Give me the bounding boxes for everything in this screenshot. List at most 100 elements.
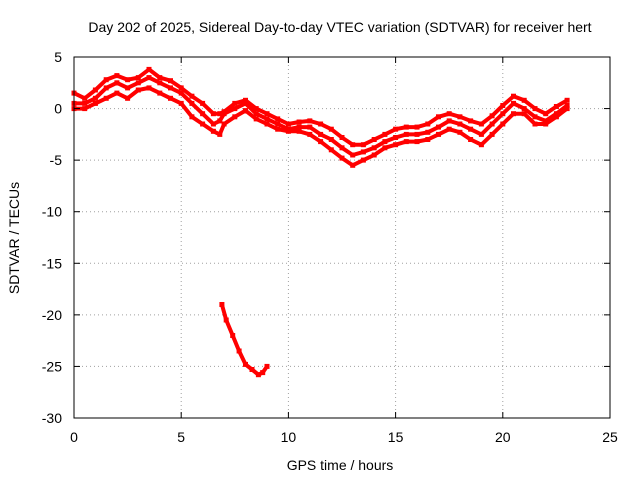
data-point xyxy=(521,111,527,117)
data-point xyxy=(82,95,88,101)
data-point xyxy=(478,131,484,137)
data-point xyxy=(543,118,549,124)
data-point xyxy=(92,87,98,93)
data-point xyxy=(478,142,484,148)
data-point xyxy=(275,116,281,122)
data-point xyxy=(403,124,409,130)
data-point xyxy=(339,145,345,151)
data-point xyxy=(553,114,559,120)
data-point xyxy=(489,121,495,127)
data-point xyxy=(135,80,141,86)
data-point xyxy=(264,116,270,122)
data-point xyxy=(553,104,559,109)
data-point xyxy=(307,124,313,130)
data-point xyxy=(436,114,441,120)
data-point xyxy=(125,95,131,101)
data-point xyxy=(275,121,281,127)
data-point xyxy=(307,131,313,137)
data-point xyxy=(468,126,474,132)
data-point xyxy=(125,77,131,83)
data-point xyxy=(382,131,388,137)
data-point xyxy=(285,128,291,134)
data-point xyxy=(146,66,152,72)
data-point xyxy=(157,75,163,81)
data-point xyxy=(532,114,538,120)
data-point xyxy=(436,131,441,137)
data-point xyxy=(264,121,270,127)
data-point xyxy=(457,129,463,135)
data-point xyxy=(318,139,324,145)
x-tick-label: 5 xyxy=(177,429,185,445)
data-point xyxy=(135,75,141,81)
data-point xyxy=(307,118,313,124)
data-point xyxy=(296,128,302,134)
y-tick-label: -5 xyxy=(50,152,63,168)
data-point xyxy=(339,155,345,161)
data-point xyxy=(393,142,399,148)
data-point xyxy=(532,121,538,127)
data-point xyxy=(243,97,248,103)
data-point xyxy=(217,131,223,137)
data-point xyxy=(264,111,270,117)
data-point xyxy=(564,106,570,112)
data-point xyxy=(446,111,452,117)
data-point xyxy=(221,121,227,127)
y-tick-label: 5 xyxy=(54,49,62,65)
data-point xyxy=(414,124,420,130)
data-point xyxy=(168,78,173,84)
data-point xyxy=(217,118,223,124)
data-point xyxy=(253,116,259,122)
series-line-band-lower xyxy=(72,85,570,168)
data-point xyxy=(178,85,184,91)
x-tick-label: 20 xyxy=(495,429,511,445)
data-point xyxy=(210,128,216,134)
data-point xyxy=(236,348,242,354)
data-point xyxy=(489,131,495,137)
data-point xyxy=(328,147,334,153)
data-point xyxy=(532,106,538,112)
data-point xyxy=(414,131,420,137)
data-point xyxy=(92,100,98,106)
data-point xyxy=(360,142,366,148)
data-point xyxy=(564,103,570,108)
series-layer xyxy=(71,66,570,378)
data-point xyxy=(178,100,184,106)
data-point xyxy=(468,137,474,142)
data-point xyxy=(200,121,206,127)
data-point xyxy=(468,118,474,124)
data-point xyxy=(189,100,195,106)
data-point xyxy=(230,333,236,338)
data-point xyxy=(253,106,259,112)
data-point xyxy=(168,95,173,101)
y-tick-label: -15 xyxy=(42,255,62,271)
data-point xyxy=(543,121,549,127)
data-point xyxy=(260,370,266,376)
data-point xyxy=(243,100,248,106)
y-tick-label: -25 xyxy=(42,358,62,374)
data-point xyxy=(296,119,302,125)
data-point xyxy=(157,90,163,96)
data-point xyxy=(168,85,173,91)
data-point xyxy=(318,121,324,127)
data-point xyxy=(371,152,377,158)
y-tick-label: -30 xyxy=(42,410,62,426)
data-point xyxy=(521,97,527,103)
data-point xyxy=(339,135,345,140)
data-point xyxy=(446,126,452,132)
data-point xyxy=(371,145,377,151)
data-point xyxy=(217,111,223,117)
data-point xyxy=(553,111,559,117)
data-point xyxy=(232,100,238,106)
data-point xyxy=(350,162,356,168)
data-point xyxy=(114,90,120,96)
data-point xyxy=(360,149,366,155)
data-point xyxy=(478,121,484,127)
x-tick-label: 10 xyxy=(281,429,297,445)
data-point xyxy=(382,139,388,145)
chart-title: Day 202 of 2025, Sidereal Day-to-day VTE… xyxy=(88,19,591,35)
x-tick-label: 15 xyxy=(388,429,404,445)
data-point xyxy=(371,137,377,142)
data-point xyxy=(328,126,334,132)
